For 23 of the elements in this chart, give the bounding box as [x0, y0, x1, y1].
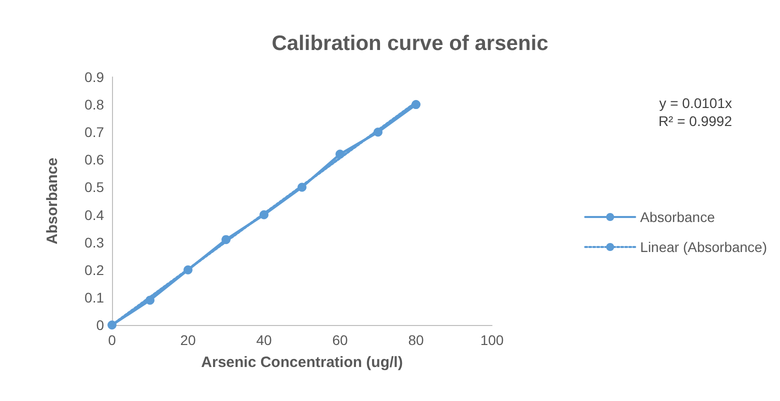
y-tick-label: 0 [96, 317, 104, 333]
y-axis-title: Absorbance [44, 158, 61, 244]
y-tick-label: 0.2 [84, 262, 104, 278]
y-tick-label: 0.8 [84, 96, 104, 113]
text: R² = 0.9992 [658, 113, 732, 129]
x-tick-label: 80 [408, 332, 424, 348]
x-axis-title: Arsenic Concentration (ug/l) [201, 354, 403, 371]
y-tick-label: 0.6 [84, 152, 104, 168]
x-tick-label: 40 [256, 332, 272, 348]
legend-label: Absorbance [640, 209, 716, 225]
x-tick-label: 60 [332, 332, 348, 348]
y-tick-label: 0.4 [84, 206, 104, 223]
x-tick-label: 0 [108, 332, 116, 348]
x-tick-label: 100 [480, 332, 504, 348]
y-tick-label: 0.1 [84, 289, 104, 306]
legend-label: Linear (Absorbance) [640, 239, 768, 255]
chart-title: Calibration curve of arsenic [272, 32, 549, 55]
y-tick-label: 0.3 [84, 234, 104, 250]
y-tick-label: 0.7 [84, 124, 104, 140]
x-tick-label: 20 [180, 332, 196, 348]
text: y = 0.0101x [659, 95, 732, 111]
y-tick-label: 0.5 [84, 179, 104, 196]
y-tick-label: 0.9 [84, 69, 104, 85]
